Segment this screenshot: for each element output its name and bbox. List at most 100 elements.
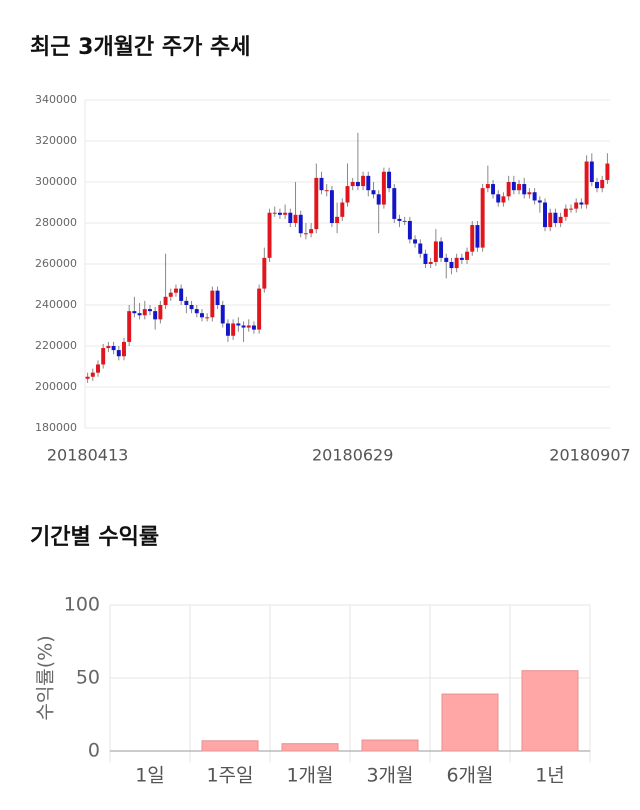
candle-body (173, 288, 178, 293)
candle-body (246, 325, 251, 328)
candle-body (96, 364, 100, 373)
candle-body (194, 309, 199, 314)
bar (281, 743, 339, 752)
candle-body (433, 241, 438, 262)
candle-body (101, 348, 106, 365)
y-tick-label: 280000 (35, 216, 77, 229)
candle-body (387, 171, 392, 189)
candle-body (303, 233, 308, 235)
candle-body (158, 305, 163, 320)
candle-body (511, 182, 516, 191)
candle-body (329, 190, 334, 223)
candle-body (168, 292, 173, 297)
chart-title: 기간별 수익률 (30, 525, 159, 550)
candle-body (491, 184, 496, 195)
candle-body (184, 300, 189, 305)
candle-body (517, 184, 522, 191)
y-axis-label: 수익률(%) (35, 635, 57, 720)
candle-body (236, 323, 241, 326)
x-tick-label: 20180907 (549, 446, 630, 465)
x-tick-label: 1년 (535, 765, 565, 787)
candle-body (465, 251, 470, 260)
candle-body (106, 346, 111, 349)
candle-body (371, 190, 376, 195)
candle-body (563, 208, 568, 217)
candle-body (122, 341, 126, 357)
candle-body (288, 212, 293, 223)
candle-body (366, 175, 371, 191)
candle-body (205, 317, 210, 319)
candle-body (257, 288, 262, 330)
candle-body (579, 202, 584, 205)
candle-body (163, 296, 168, 305)
candle-body (127, 311, 132, 342)
x-tick-label: 1일 (135, 765, 165, 787)
candle-body (475, 225, 480, 248)
x-tick-label: 1개월 (286, 765, 333, 787)
x-tick-label: 3개월 (366, 765, 413, 787)
y-tick-label: 100 (64, 594, 100, 616)
candle-body (413, 239, 418, 244)
candle-body (600, 179, 605, 189)
y-tick-label: 200000 (35, 380, 77, 393)
candle-body (116, 350, 121, 357)
bar (201, 740, 259, 752)
candle-body (392, 188, 397, 219)
candle-body (137, 313, 142, 316)
candle-body (543, 202, 547, 228)
candle-body (496, 194, 501, 203)
candle-body (148, 309, 152, 312)
candle-body (361, 175, 366, 187)
bar (441, 693, 499, 752)
candle-body (220, 305, 225, 324)
candle-body (335, 216, 340, 223)
y-tick-label: 0 (88, 740, 100, 762)
candle-body (558, 216, 563, 223)
x-tick-label: 1주일 (206, 765, 253, 787)
candle-body (605, 163, 610, 180)
candle-body (444, 257, 449, 262)
candle-body (345, 186, 350, 203)
candle-body (428, 261, 433, 264)
candle-body (340, 202, 345, 217)
candle-body (272, 212, 277, 214)
bar (361, 739, 419, 752)
x-tick-label: 20180629 (312, 446, 393, 465)
candle-body (90, 372, 95, 377)
y-tick-label: 240000 (35, 298, 77, 311)
candle-body (376, 194, 381, 205)
y-tick-label: 220000 (35, 339, 77, 352)
candle-body (589, 161, 594, 182)
candle-body (522, 184, 527, 195)
candle-body (553, 212, 558, 223)
candle-body (397, 218, 402, 221)
candle-body (439, 241, 444, 258)
candle-body (153, 311, 158, 320)
candle-body (350, 182, 355, 187)
candle-body (548, 212, 553, 228)
candle-body (262, 257, 267, 289)
candle-body (251, 325, 256, 330)
candle-body (293, 214, 298, 223)
candle-body (418, 243, 423, 254)
candle-body (314, 177, 319, 230)
candle-body (454, 257, 459, 269)
candle-body (527, 192, 532, 195)
candle-body (584, 161, 589, 205)
x-tick-label: 6개월 (446, 765, 493, 787)
y-tick-label: 320000 (35, 134, 77, 147)
y-tick-label: 260000 (35, 257, 77, 270)
candle-body (85, 376, 90, 379)
candle-body (283, 212, 288, 215)
candle-body (381, 171, 386, 205)
candle-body (142, 309, 147, 316)
candle-body (537, 200, 542, 203)
candle-body (574, 202, 579, 209)
y-tick-label: 180000 (35, 421, 77, 434)
y-tick-label: 340000 (35, 93, 77, 106)
candle-body (355, 182, 360, 187)
candle-body (199, 313, 204, 318)
candle-body (319, 177, 324, 191)
candle-body (277, 212, 282, 215)
